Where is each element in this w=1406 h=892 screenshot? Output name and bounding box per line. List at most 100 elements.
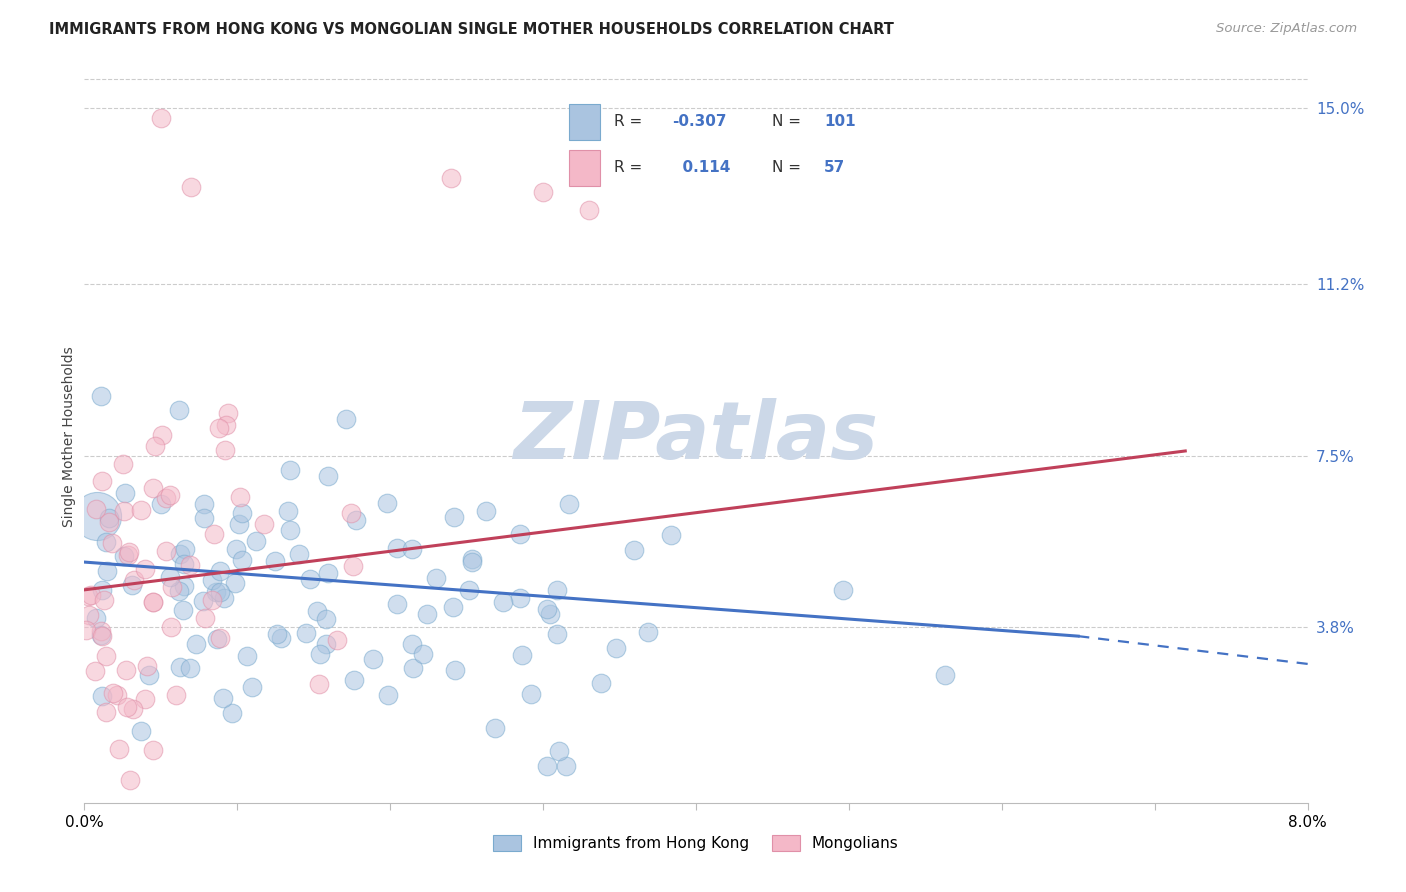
- Point: [90, 582, 112, 597]
- Point: [444, 663, 467, 677]
- Point: [90, 628, 112, 642]
- Point: [637, 624, 659, 639]
- Point: [492, 595, 515, 609]
- Legend: Immigrants from Hong Kong, Mongolians: Immigrants from Hong Kong, Mongolians: [488, 830, 904, 857]
- Point: [122, 573, 145, 587]
- Point: [186, 637, 208, 651]
- Point: [172, 602, 194, 616]
- Point: [508, 527, 530, 541]
- Point: [531, 185, 554, 199]
- Point: [344, 513, 367, 527]
- Point: [94, 534, 117, 549]
- Point: [228, 490, 250, 504]
- Point: [90, 389, 112, 403]
- Point: [557, 497, 579, 511]
- Point: [519, 687, 541, 701]
- Point: [412, 647, 434, 661]
- Point: [253, 516, 276, 531]
- Text: R =: R =: [614, 160, 647, 175]
- Point: [169, 659, 191, 673]
- Point: [277, 503, 299, 517]
- Point: [155, 491, 177, 505]
- Point: [217, 406, 239, 420]
- Point: [308, 677, 330, 691]
- Point: [169, 547, 191, 561]
- Point: [440, 170, 463, 185]
- Point: [299, 573, 322, 587]
- Point: [441, 600, 464, 615]
- Point: [228, 517, 250, 532]
- Point: [90, 624, 112, 639]
- Point: [509, 591, 531, 605]
- Point: [149, 111, 172, 125]
- Point: [461, 555, 484, 569]
- Point: [211, 690, 233, 705]
- Point: [118, 545, 141, 559]
- Point: [121, 578, 143, 592]
- Point: [335, 412, 357, 426]
- Point: [416, 607, 439, 622]
- Point: [231, 507, 253, 521]
- Point: [103, 686, 125, 700]
- Point: [402, 661, 425, 675]
- Point: [155, 544, 177, 558]
- Point: [264, 554, 287, 568]
- Point: [224, 575, 246, 590]
- Point: [120, 772, 142, 787]
- Point: [245, 533, 267, 548]
- Point: [343, 673, 366, 688]
- Point: [77, 589, 100, 603]
- Point: [212, 591, 235, 606]
- Point: [214, 443, 236, 458]
- Point: [205, 585, 228, 599]
- Point: [510, 648, 533, 662]
- Point: [86, 508, 108, 523]
- Point: [117, 548, 139, 562]
- Text: 57: 57: [824, 160, 845, 175]
- Point: [340, 506, 363, 520]
- Point: [191, 594, 214, 608]
- Point: [167, 403, 190, 417]
- Point: [209, 564, 232, 578]
- Point: [401, 541, 423, 556]
- Point: [122, 702, 145, 716]
- Point: [475, 504, 498, 518]
- Point: [194, 611, 217, 625]
- FancyBboxPatch shape: [569, 150, 600, 186]
- Point: [165, 689, 187, 703]
- Point: [208, 631, 231, 645]
- Point: [307, 604, 329, 618]
- Point: [180, 180, 202, 194]
- Point: [623, 542, 645, 557]
- Point: [278, 523, 301, 537]
- Point: [101, 536, 124, 550]
- Point: [138, 668, 160, 682]
- Point: [91, 474, 114, 488]
- Point: [112, 504, 135, 518]
- Point: [578, 203, 600, 218]
- Point: [831, 583, 853, 598]
- Point: [173, 541, 195, 556]
- Point: [111, 457, 134, 471]
- Point: [555, 758, 578, 772]
- Point: [114, 664, 136, 678]
- Text: IMMIGRANTS FROM HONG KONG VS MONGOLIAN SINGLE MOTHER HOUSEHOLDS CORRELATION CHAR: IMMIGRANTS FROM HONG KONG VS MONGOLIAN S…: [49, 22, 894, 37]
- Point: [167, 583, 190, 598]
- Text: 101: 101: [824, 114, 856, 129]
- Point: [377, 689, 399, 703]
- Point: [142, 742, 165, 756]
- Point: [173, 557, 195, 571]
- Point: [546, 582, 568, 597]
- Point: [90, 629, 112, 643]
- Point: [159, 570, 181, 584]
- Point: [86, 611, 108, 625]
- Text: N =: N =: [772, 160, 806, 175]
- Point: [134, 692, 156, 706]
- Point: [270, 631, 292, 645]
- Point: [589, 676, 612, 690]
- Point: [288, 547, 311, 561]
- Point: [484, 721, 506, 735]
- Point: [201, 573, 224, 587]
- Point: [129, 503, 152, 517]
- Point: [385, 541, 408, 556]
